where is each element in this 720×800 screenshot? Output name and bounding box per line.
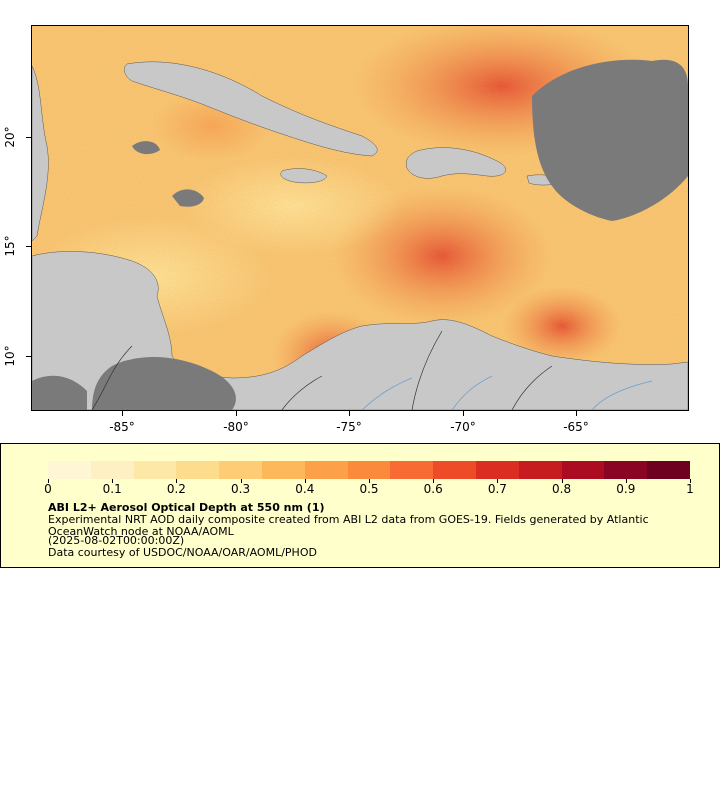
land-jamaica [280,168,328,184]
colorbar-swatch [433,461,476,479]
colorbar-swatch [261,461,305,479]
colorbar-tick-label: 0.4 [295,482,315,496]
y-tickmark [26,246,31,247]
land-hispaniola [406,147,506,179]
x-tick-label: -65° [563,420,589,434]
x-tickmark [463,411,464,416]
legend-credit: Data courtesy of USDOC/NOAA/OAR/AOML/PHO… [48,546,317,559]
x-tickmark [122,411,123,416]
colorbar-tick-label: 0.5 [359,482,379,496]
rivers [361,375,653,410]
colorbar-tick-label: 0.1 [102,482,122,496]
legend-description: Experimental NRT AOD daily composite cre… [48,513,649,538]
colorbar-tickmark [497,479,499,483]
colorbar-swatch [304,461,348,479]
map-canvas [32,26,688,410]
y-tick-label: 15° [3,235,17,257]
x-tick-label: -70° [450,420,476,434]
colorbar-tickmark [561,479,563,483]
colorbar-tick-label: 0 [44,482,52,496]
colorbar-tick-label: 0.7 [487,482,507,496]
colorbar-tickmark [240,479,242,483]
x-tick-label: -85° [109,420,135,434]
x-tickmark [349,411,350,416]
colorbar-swatch [561,461,605,479]
colorbar-tickmark [176,479,178,483]
colorbar-tickmark [369,479,370,483]
legend-date: (2025-08-02T00:00:00Z) [48,534,185,547]
y-tickmark [26,137,31,138]
legend-panel: ABI L2+ Aerosol Optical Depth at 550 nm … [0,443,720,568]
y-tick-label: 10° [3,345,17,367]
x-tick-label: -75° [336,420,362,434]
land-yucatan [32,65,49,242]
colorbar-tickmark [48,479,49,483]
no-data-west-patch [132,141,160,155]
land-central-south-america [32,251,688,410]
colorbar-swatch [390,461,434,479]
aod-map [31,25,689,411]
colorbar-swatch [604,461,648,479]
colorbar-tickmark [112,479,114,483]
country-borders [91,330,553,410]
x-tickmark [576,411,577,416]
colorbar-tick-label: 0.2 [166,482,186,496]
x-tickmark [236,411,237,416]
colorbar-tick-label: 0.6 [423,482,443,496]
legend-title: ABI L2+ Aerosol Optical Depth at 550 nm … [48,501,325,514]
y-tick-label: 20° [3,126,17,148]
colorbar-tick-label: 0.8 [552,482,572,496]
colorbar-swatch [176,461,220,479]
colorbar-tickmark [625,479,627,483]
colorbar-swatch [90,461,134,479]
colorbar-tickmark [690,479,691,483]
colorbar-tick-label: 1 [686,482,694,496]
colorbar-swatch [647,461,690,479]
colorbar-tick-label: 0.9 [616,482,636,496]
no-data-south [92,356,236,410]
y-tickmark [26,356,31,357]
colorbar-swatch [133,461,177,479]
colorbar-tickmark [433,479,435,483]
colorbar-swatch [518,461,562,479]
colorbar-tickmark [304,479,306,483]
colorbar-swatch [219,461,262,479]
land-cuba [124,61,378,157]
colorbar-tick-label: 0.3 [231,482,251,496]
no-data-east [532,59,688,221]
colorbar-swatch [475,461,519,479]
colorbar-swatch [347,461,391,479]
x-tick-label: -80° [223,420,249,434]
no-data-small [172,189,204,207]
no-data-southwest [32,375,87,410]
colorbar-swatch [48,461,91,479]
colorbar [48,461,690,479]
